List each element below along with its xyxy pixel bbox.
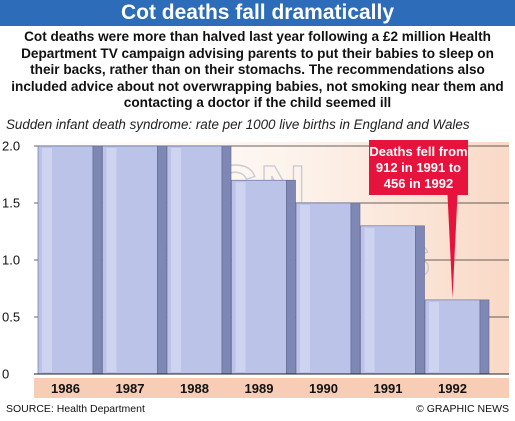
bar-side	[415, 225, 425, 375]
y-tick-label: 0	[2, 367, 9, 382]
bar-1988	[166, 145, 232, 375]
intro-text: Cot deaths were more than halved last ye…	[11, 29, 504, 110]
bar-side	[350, 202, 361, 375]
callout-line: 456 in 1992	[384, 176, 453, 191]
source-note: SOURCE: Health Department	[6, 403, 145, 415]
bar-highlight	[364, 227, 375, 372]
bar-front	[37, 145, 94, 375]
x-tick-label: 1990	[309, 381, 338, 396]
bar-front	[424, 299, 481, 375]
credit: © GRAPHIC NEWS	[416, 403, 509, 415]
bar-side	[92, 145, 103, 375]
bar-front	[295, 202, 352, 375]
bar-highlight	[429, 301, 439, 372]
bar-highlight	[235, 182, 246, 372]
bar-1990	[295, 202, 361, 375]
bar-side	[286, 179, 296, 375]
x-tick-label: 1986	[51, 381, 80, 396]
bar-1991	[360, 225, 425, 375]
axes: 1986 1987 1988 1989 1990 1991 1992	[34, 373, 509, 396]
callout-line: Deaths fell from	[369, 144, 467, 159]
y-tick-label: 1.0	[2, 253, 20, 268]
bar-highlight	[171, 148, 181, 372]
bar-highlight	[300, 205, 310, 372]
chart-subtitle: Sudden infant death syndrome: rate per 1…	[6, 117, 470, 132]
x-tick-label: 1988	[180, 381, 209, 396]
bar-side	[479, 299, 490, 375]
bar-1989	[231, 179, 296, 375]
bar-side	[221, 145, 232, 375]
bar-1986	[37, 145, 103, 375]
bar-front	[360, 225, 416, 375]
y-tick-label: 1.5	[2, 196, 20, 211]
callout-box	[369, 140, 468, 298]
category-band	[34, 378, 509, 398]
bar-1992	[424, 299, 490, 375]
bar-front	[231, 179, 287, 375]
x-tick-label: 1989	[245, 381, 274, 396]
bar-front	[166, 145, 223, 375]
y-tick-label: 0.5	[2, 310, 20, 325]
page-title: Cot deaths fall dramatically	[0, 0, 515, 26]
bars	[37, 145, 490, 375]
bar-highlight	[42, 148, 52, 372]
callout-line: 912 in 1991 to	[376, 160, 461, 175]
x-tick-label: 1991	[374, 381, 403, 396]
x-tick-label: 1987	[116, 381, 145, 396]
bar-1987	[102, 145, 167, 375]
bar-side	[157, 145, 167, 375]
bar-highlight	[106, 148, 117, 372]
y-tick-label: 2.0	[2, 139, 20, 154]
x-tick-label: 1992	[438, 381, 467, 396]
